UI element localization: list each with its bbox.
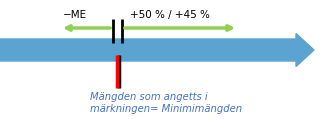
Text: +50 % / +45 %: +50 % / +45 % <box>130 10 210 20</box>
FancyArrow shape <box>0 34 314 67</box>
Text: −ME: −ME <box>63 10 87 20</box>
Text: märkningen= Minimimängden: märkningen= Minimimängden <box>90 104 242 114</box>
Text: Mängden som angetts i: Mängden som angetts i <box>90 92 208 102</box>
